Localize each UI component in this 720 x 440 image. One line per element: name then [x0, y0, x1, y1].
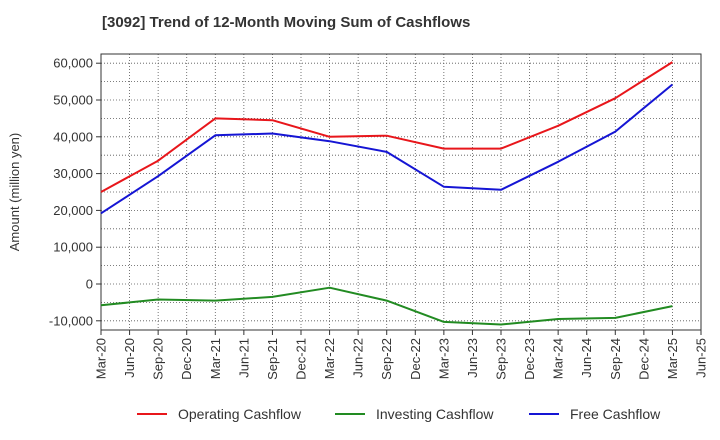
series-line-operating-cashflow — [100, 61, 673, 193]
series-layer — [100, 61, 674, 326]
y-tick-label: 10,000 — [53, 240, 93, 255]
y-tick-label: 60,000 — [53, 56, 93, 71]
series-line-free-cashflow — [100, 83, 674, 215]
legend-label-investing-cashflow: Investing Cashflow — [376, 406, 494, 422]
x-tick-label: Mar-20 — [94, 338, 109, 379]
x-tick-label: Jun-22 — [351, 338, 366, 378]
series-line-investing-cashflow — [100, 286, 673, 326]
x-tick-label: Sep-21 — [265, 338, 280, 380]
y-tick-label: 50,000 — [53, 93, 93, 108]
chart-title: [3092] Trend of 12-Month Moving Sum of C… — [102, 14, 471, 31]
x-tick-label: Jun-24 — [579, 338, 594, 378]
y-axis-title: Amount (million yen) — [7, 133, 22, 252]
x-tick-label: Dec-24 — [636, 338, 651, 380]
x-tick-label: Mar-22 — [322, 338, 337, 379]
x-tick-label: Dec-21 — [294, 338, 309, 380]
y-tick-label: 40,000 — [53, 129, 93, 144]
x-tick-label: Sep-23 — [494, 338, 509, 380]
x-tick-label: Dec-23 — [522, 338, 537, 380]
x-tick-label: Sep-22 — [379, 338, 394, 380]
y-tick-label: -10,000 — [49, 313, 93, 328]
legend-layer: Operating Cashflow Investing Cashflow Free… — [137, 406, 661, 422]
x-tick-label: Mar-24 — [551, 338, 566, 379]
legend-label-operating-cashflow: Operating Cashflow — [178, 406, 302, 422]
grid-layer — [100, 54, 702, 330]
axis-layer: 60,000 50,000 40,000 30,000 20,000 10,000 0 -10… — [7, 53, 709, 380]
x-tick-label: Mar-21 — [208, 338, 223, 379]
x-tick-label: Dec-20 — [179, 338, 194, 380]
x-tick-label: Dec-22 — [408, 338, 423, 380]
x-tick-label: Jun-20 — [122, 338, 137, 378]
y-tick-label: 30,000 — [53, 166, 93, 181]
x-tick-label: Sep-20 — [151, 338, 166, 380]
x-tick-label: Jun-25 — [694, 338, 709, 378]
x-tick-label: Sep-24 — [608, 338, 623, 380]
legend-label-free-cashflow: Free Cashflow — [570, 406, 661, 422]
x-tick-label: Mar-25 — [665, 338, 680, 379]
y-tick-label: 20,000 — [53, 203, 93, 218]
x-tick-label: Jun-21 — [236, 338, 251, 378]
x-tick-label: Mar-23 — [436, 338, 451, 379]
x-tick-label: Jun-23 — [465, 338, 480, 378]
y-tick-label: 0 — [86, 277, 93, 292]
